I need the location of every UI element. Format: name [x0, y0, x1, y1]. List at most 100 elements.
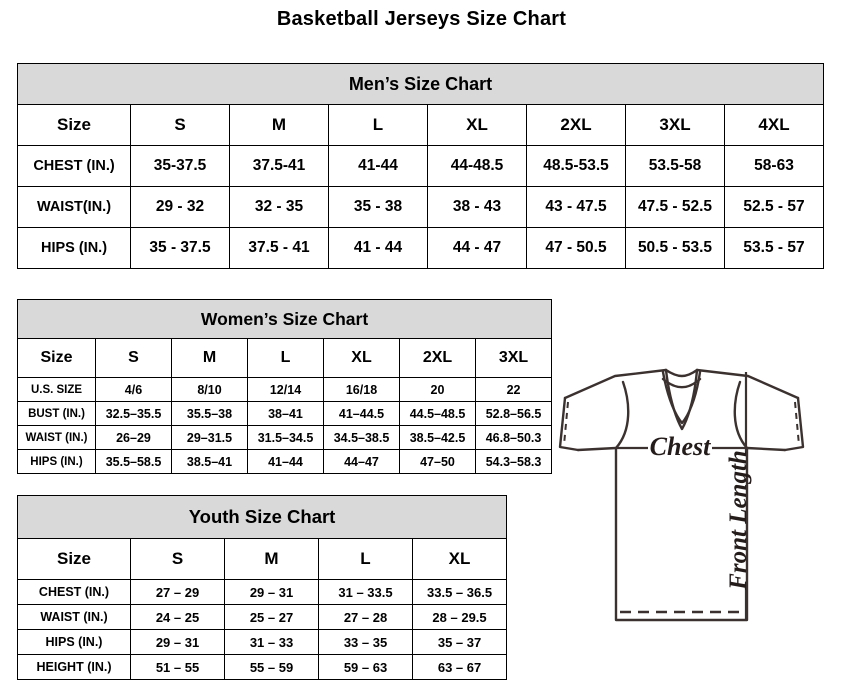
womens-header-cell: XL	[323, 338, 400, 378]
youth-cell: 63 – 67	[411, 654, 508, 680]
chest-label: Chest	[650, 432, 711, 461]
womens-band-title: Women’s Size Chart	[16, 299, 553, 339]
mens-header-cell: 4XL	[724, 104, 824, 146]
page-title: Basketball Jerseys Size Chart	[276, 8, 567, 30]
womens-cell: 44.5–48.5	[399, 401, 476, 426]
left-sleeve-hem	[576, 446, 618, 452]
womens-cell: 38.5–41	[171, 449, 248, 474]
womens-cell: 38–41	[247, 401, 324, 426]
womens-table-body: U.S. SIZE 4/6 8/10 12/14 16/18 20 22 BUS…	[17, 377, 553, 474]
womens-header-cell: 2XL	[399, 338, 476, 378]
mens-cell: 50.5 - 53.5	[625, 227, 725, 269]
youth-cell: 29 – 31	[130, 629, 225, 655]
table-row: WAIST (IN.) 26–29 29–31.5 31.5–34.5 34.5…	[17, 425, 553, 450]
womens-row-label: BUST (IN.)	[17, 401, 96, 426]
womens-cell: 35.5–58.5	[95, 449, 172, 474]
front-length-label: Front Length	[725, 450, 752, 591]
youth-cell: 27 – 29	[130, 579, 225, 605]
youth-band-row: Youth Size Chart	[16, 495, 508, 539]
womens-cell: 44–47	[323, 449, 400, 474]
youth-cell: 25 – 27	[224, 604, 319, 630]
right-armhole-curve	[733, 380, 749, 450]
youth-cell: 35 – 37	[411, 629, 508, 655]
womens-header-cell: M	[171, 338, 248, 378]
youth-cell: 33 – 35	[318, 629, 413, 655]
youth-header-cell: Size	[17, 538, 131, 580]
womens-row-label: U.S. SIZE	[17, 377, 96, 402]
collar-arc-lower	[661, 377, 702, 389]
womens-cell: 35.5–38	[171, 401, 248, 426]
neckline-outer-v	[664, 368, 699, 431]
youth-header-cell: M	[224, 538, 319, 580]
womens-cell: 16/18	[323, 377, 400, 402]
mens-header-cell: 3XL	[625, 104, 725, 146]
youth-cell: 51 – 55	[130, 654, 225, 680]
table-row: CHEST (IN.) 27 – 29 29 – 31 31 – 33.5 33…	[17, 579, 508, 605]
youth-cell: 59 – 63	[318, 654, 413, 680]
mens-band-title: Men’s Size Chart	[17, 63, 824, 105]
mens-cell: 29 - 32	[130, 186, 230, 228]
left-armhole-curve	[614, 380, 630, 450]
womens-cell: 34.5–38.5	[323, 425, 400, 450]
mens-cell: 38 - 43	[427, 186, 527, 228]
mens-cell: 44-48.5	[427, 145, 527, 187]
jersey-outline-group	[558, 368, 805, 622]
youth-row-label: WAIST (IN.)	[17, 604, 131, 630]
youth-cell: 28 – 29.5	[411, 604, 508, 630]
mens-cell: 47.5 - 52.5	[625, 186, 725, 228]
table-row: BUST (IN.) 32.5–35.5 35.5–38 38–41 41–44…	[17, 401, 553, 426]
mens-header-cell: Size	[17, 104, 131, 146]
youth-band-title: Youth Size Chart	[16, 495, 508, 539]
mens-cell: 53.5 - 57	[724, 227, 824, 269]
table-row: HIPS (IN.) 35.5–58.5 38.5–41 41–44 44–47…	[17, 449, 553, 474]
mens-cell: 35-37.5	[130, 145, 230, 187]
youth-header-cell: XL	[411, 538, 508, 580]
womens-cell: 47–50	[399, 449, 476, 474]
womens-header-row: Size S M L XL 2XL 3XL	[17, 338, 553, 378]
womens-cell: 54.3–58.3	[474, 449, 553, 474]
womens-header-cell: Size	[17, 338, 96, 378]
collar-arc-upper	[664, 368, 699, 378]
mens-cell: 44 - 47	[427, 227, 527, 269]
youth-header-cell: S	[130, 538, 225, 580]
neckline-middle-v	[661, 370, 702, 425]
youth-size-chart-table: Youth Size Chart Size S M L XL CHEST (IN…	[16, 495, 508, 680]
mens-row-label: HIPS (IN.)	[17, 227, 131, 269]
youth-cell: 55 – 59	[224, 654, 319, 680]
mens-cell: 52.5 - 57	[724, 186, 824, 228]
mens-cell: 37.5 - 41	[229, 227, 329, 269]
table-row: HIPS (IN.) 35 - 37.5 37.5 - 41 41 - 44 4…	[17, 227, 824, 269]
youth-cell: 24 – 25	[130, 604, 225, 630]
mens-cell: 48.5-53.5	[526, 145, 626, 187]
mens-cell: 41-44	[328, 145, 428, 187]
youth-cell: 31 – 33	[224, 629, 319, 655]
mens-row-label: WAIST(IN.)	[17, 186, 131, 228]
mens-header-cell: XL	[427, 104, 527, 146]
womens-cell: 38.5–42.5	[399, 425, 476, 450]
mens-cell: 43 - 47.5	[526, 186, 626, 228]
left-cuff-stitch	[563, 401, 569, 446]
youth-table-body: CHEST (IN.) 27 – 29 29 – 31 31 – 33.5 33…	[17, 579, 508, 680]
womens-table-head: Women’s Size Chart Size S M L XL 2XL 3XL	[16, 299, 553, 378]
table-row: CHEST (IN.) 35-37.5 37.5-41 41-44 44-48.…	[17, 145, 824, 187]
youth-row-label: HIPS (IN.)	[17, 629, 131, 655]
left-shoulder-line	[563, 368, 668, 400]
youth-cell: 29 – 31	[224, 579, 319, 605]
youth-cell: 33.5 – 36.5	[411, 579, 508, 605]
mens-header-row: Size S M L XL 2XL 3XL 4XL	[17, 104, 824, 146]
mens-size-chart-table: Men’s Size Chart Size S M L XL 2XL 3XL 4…	[17, 63, 824, 269]
right-sleeve-hem	[745, 446, 787, 452]
table-row: HEIGHT (IN.) 51 – 55 55 – 59 59 – 63 63 …	[17, 654, 508, 680]
youth-table-head: Youth Size Chart Size S M L XL	[16, 495, 508, 580]
mens-header-cell: L	[328, 104, 428, 146]
womens-cell: 41–44.5	[323, 401, 400, 426]
table-row: HIPS (IN.) 29 – 31 31 – 33 33 – 35 35 – …	[17, 629, 508, 655]
mens-cell: 47 - 50.5	[526, 227, 626, 269]
womens-cell: 4/6	[95, 377, 172, 402]
womens-cell: 22	[474, 377, 553, 402]
youth-row-label: CHEST (IN.)	[17, 579, 131, 605]
mens-cell: 41 - 44	[328, 227, 428, 269]
womens-cell: 31.5–34.5	[247, 425, 324, 450]
womens-cell: 29–31.5	[171, 425, 248, 450]
mens-band-row: Men’s Size Chart	[17, 63, 824, 105]
